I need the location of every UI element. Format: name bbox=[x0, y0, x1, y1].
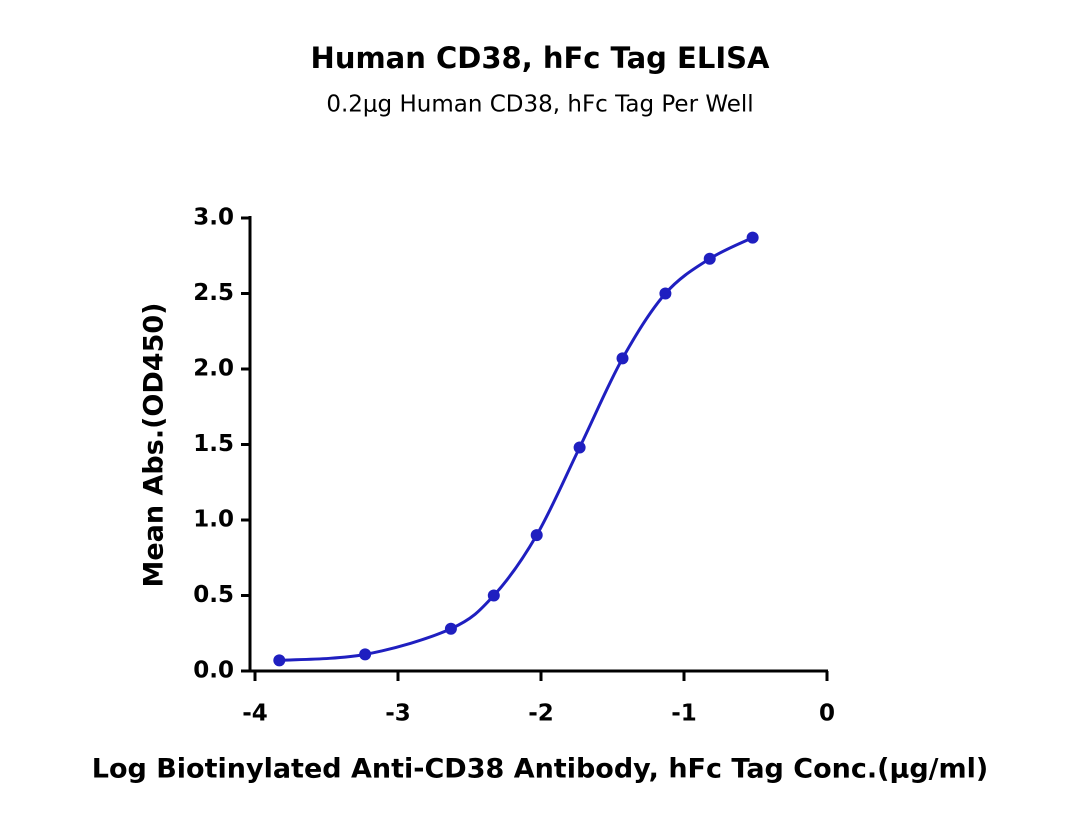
fit-curve bbox=[279, 236, 754, 662]
x-tick-label: -1 bbox=[671, 701, 697, 727]
y-tick-label: 3.0 bbox=[193, 205, 234, 231]
y-tick-label: 1.0 bbox=[193, 507, 234, 533]
data-point bbox=[573, 441, 586, 454]
data-point bbox=[703, 252, 716, 265]
x-axis-label: Log Biotinylated Anti-CD38 Antibody, hFc… bbox=[92, 754, 989, 785]
data-point bbox=[487, 589, 500, 602]
y-tick-label: 0.0 bbox=[193, 658, 234, 684]
y-axis-label: Mean Abs.(OD450) bbox=[139, 303, 170, 588]
data-point bbox=[444, 622, 457, 635]
data-point bbox=[530, 529, 543, 542]
chart-subtitle: 0.2μg Human CD38, hFc Tag Per Well bbox=[326, 92, 753, 118]
y-tick-label: 2.0 bbox=[193, 356, 234, 382]
data-point bbox=[746, 231, 759, 244]
x-tick-label: 0 bbox=[819, 701, 835, 727]
y-tick-label: 0.5 bbox=[193, 582, 234, 608]
chart-title: Human CD38, hFc Tag ELISA bbox=[311, 41, 770, 75]
data-point bbox=[273, 654, 286, 667]
y-tick-label: 1.5 bbox=[193, 431, 234, 457]
y-tick-label: 2.5 bbox=[193, 280, 234, 306]
data-point bbox=[659, 287, 672, 300]
x-tick-label: -3 bbox=[385, 701, 411, 727]
x-tick-label: -4 bbox=[242, 701, 268, 727]
x-tick-label: -2 bbox=[528, 701, 554, 727]
data-point bbox=[359, 648, 372, 661]
data-point bbox=[616, 352, 629, 365]
